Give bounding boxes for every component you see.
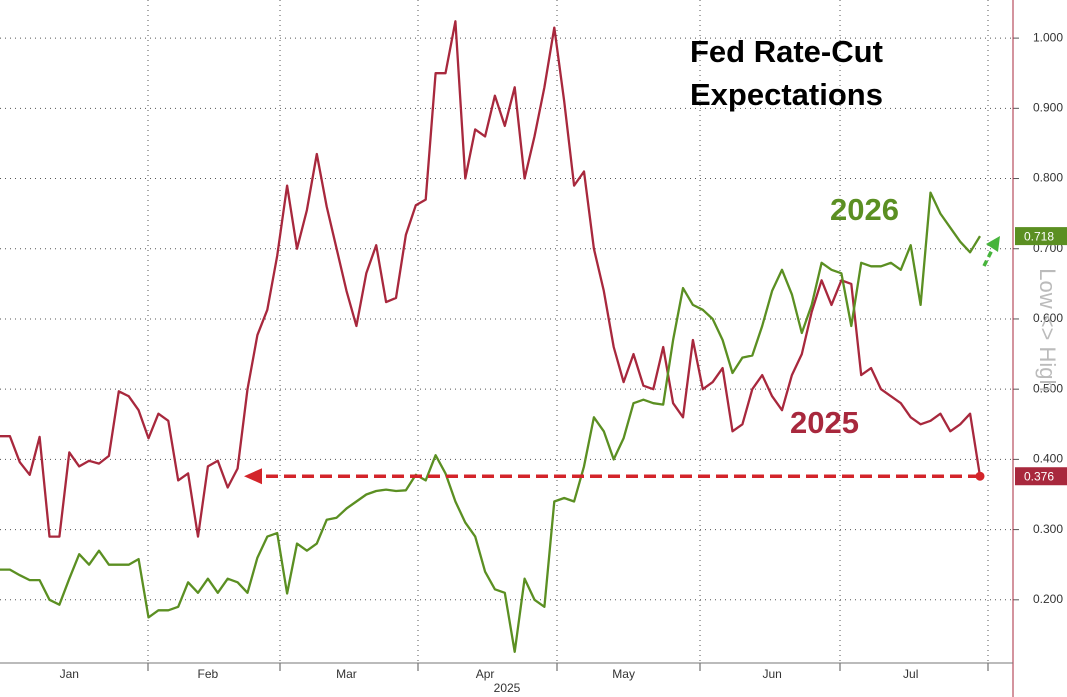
lines — [0, 20, 982, 653]
series-line — [0, 20, 982, 538]
y-tick-label: 1.000 — [1033, 30, 1063, 44]
y-tick-label: 0.300 — [1033, 522, 1063, 536]
arrow-dot — [975, 471, 985, 481]
x-tick-label: Mar — [336, 667, 357, 681]
chart-title: Fed Rate-Cut Expectations — [690, 34, 883, 112]
x-axis-label: 2025 — [494, 681, 521, 695]
value-tag-label: 0.376 — [1024, 469, 1054, 483]
x-tick-label: Jul — [903, 667, 918, 681]
axis-note: Low <> High — [1035, 268, 1060, 392]
arrow-line-green — [982, 245, 996, 267]
annotations: 2025 2026 — [244, 192, 1000, 485]
grid — [0, 0, 1013, 663]
y-tick-label: 0.600 — [1033, 311, 1063, 325]
value-tag-label: 0.718 — [1024, 229, 1054, 243]
value-tag — [1015, 467, 1067, 486]
y-tick-label: 0.400 — [1033, 452, 1063, 466]
y-tick-label: 0.900 — [1033, 100, 1063, 114]
y-tick-label: 0.500 — [1033, 381, 1063, 395]
series-line — [0, 191, 981, 653]
x-tick-label: Jun — [762, 667, 781, 681]
x-tick-label: Jan — [60, 667, 79, 681]
arrow-head-green — [986, 236, 1000, 252]
x-tick-label: Feb — [198, 667, 219, 681]
value-tag — [1015, 227, 1067, 246]
series-label: 2025 — [790, 405, 859, 440]
y-tick-label: 0.200 — [1033, 592, 1063, 606]
series-label: 2026 — [830, 192, 899, 227]
x-tick-label: Apr — [476, 667, 495, 681]
y-tick-label: 0.800 — [1033, 171, 1063, 185]
arrow-head — [244, 468, 262, 485]
x-tick-label: May — [612, 667, 635, 681]
